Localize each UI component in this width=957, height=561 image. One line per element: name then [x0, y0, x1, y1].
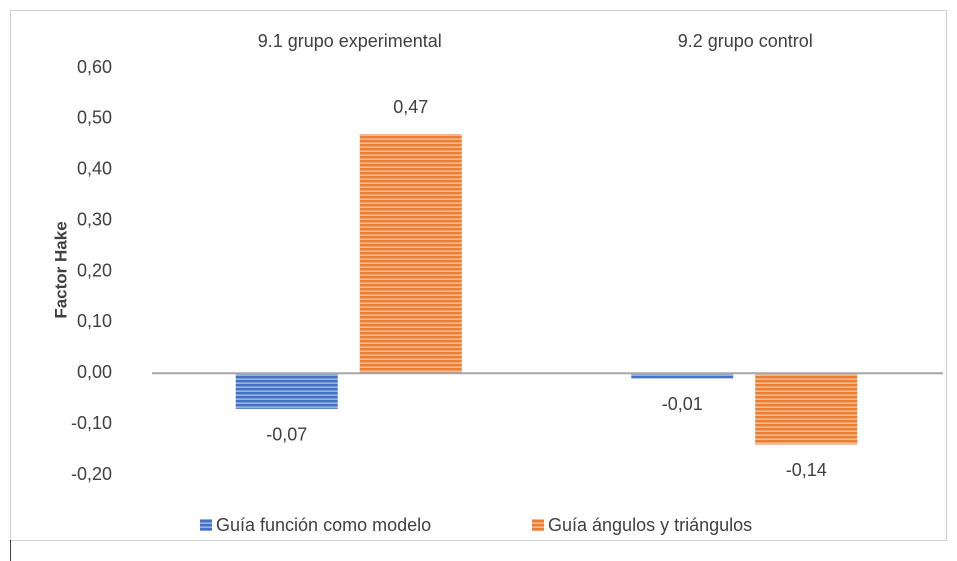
y-axis-title: Factor Hake	[51, 221, 70, 318]
bar	[359, 134, 462, 374]
y-tick-label: -0,20	[71, 464, 112, 484]
y-tick-label: -0,10	[71, 413, 112, 433]
y-tick-label: 0,40	[77, 159, 112, 179]
category-label: 9.1 grupo experimental	[258, 31, 442, 51]
data-label: -0,01	[662, 394, 703, 414]
legend-swatch	[532, 519, 544, 531]
bar	[755, 373, 858, 445]
y-tick-label: 0,20	[77, 260, 112, 280]
y-tick-label: 0,30	[77, 209, 112, 229]
y-tick-label: 0,10	[77, 311, 112, 331]
bar	[235, 373, 338, 409]
data-label: -0,14	[786, 460, 827, 480]
y-tick-label: 0,00	[77, 362, 112, 382]
category-label: 9.2 grupo control	[678, 31, 813, 51]
legend-label: Guía función como modelo	[216, 515, 431, 535]
data-label: 0,47	[393, 97, 428, 117]
data-label: -0,07	[266, 425, 307, 445]
legend-label: Guía ángulos y triángulos	[548, 515, 752, 535]
bar	[631, 373, 734, 379]
chart-frame	[10, 10, 947, 541]
y-tick-label: 0,60	[77, 57, 112, 77]
y-tick-label: 0,50	[77, 108, 112, 128]
legend-swatch	[200, 519, 212, 531]
